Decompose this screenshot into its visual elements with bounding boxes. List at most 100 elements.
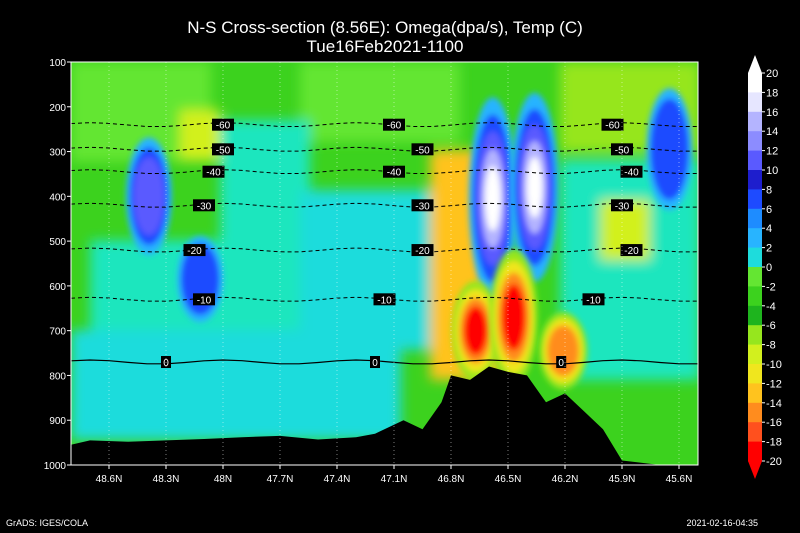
omega-core	[489, 249, 538, 385]
colorbar-tick-label: -14	[766, 398, 782, 410]
temperature-label: 0	[558, 358, 564, 369]
omega-background-field	[71, 62, 698, 440]
temperature-label-bg	[556, 356, 567, 369]
temperature-label-bg	[411, 199, 434, 212]
x-tick-label: 48N	[214, 474, 232, 485]
omega-band	[501, 284, 526, 351]
y-tick-label: 100	[49, 58, 66, 69]
temperature-label: -20	[187, 246, 202, 257]
x-tick-label: 46.2N	[552, 474, 579, 485]
temperature-label: -40	[387, 168, 402, 179]
omega-band	[463, 306, 488, 356]
temperature-label-bg	[611, 143, 633, 156]
temperature-label: -10	[197, 295, 212, 306]
colorbar-segment	[748, 441, 762, 462]
colorbar-tick-label: -18	[766, 437, 782, 449]
colorbar-tick-label: 16	[766, 107, 778, 119]
x-tick-label: 46.5N	[495, 474, 522, 485]
temperature-label-bg	[193, 293, 215, 306]
x-tick-label: 45.6N	[666, 474, 693, 485]
colorbar-tick-label: 20	[766, 68, 778, 80]
omega-band	[650, 98, 689, 200]
x-tick-label: 46.8N	[438, 474, 465, 485]
colorbar-tick-label: 12	[766, 146, 778, 158]
chart-title: N-S Cross-section (8.56E): Omega(dpa/s),…	[187, 18, 583, 37]
temperature-label-bg	[620, 165, 643, 178]
x-tick-label: 47.4N	[324, 474, 351, 485]
footer-credit: GrADS: IGES/COLA	[6, 518, 89, 528]
colorbar: 20181614121086420-2-4-6-8-10-12-14-16-18…	[748, 55, 782, 479]
temperature-label: -60	[605, 121, 620, 132]
colorbar-segment	[748, 247, 762, 268]
colorbar-tick-label: -16	[766, 417, 782, 429]
y-tick-label: 900	[49, 416, 66, 427]
colorbar-tick-label: -2	[766, 281, 776, 293]
temperature-contours: -60 -60 -60-50 -50 -50-40 -40 -40-30 -30 -30-20-…	[71, 118, 698, 369]
colorbar-segment	[748, 208, 762, 229]
temperature-label: -30	[415, 201, 430, 212]
x-tick-label: 48.6N	[96, 474, 123, 485]
omega-cell	[220, 120, 310, 360]
colorbar-tick-label: -6	[766, 320, 776, 332]
y-axis: 100 200 300 400 500 600 700 800 900 1000	[44, 58, 71, 472]
temperature-label-bg	[411, 143, 434, 156]
omega-band	[133, 157, 165, 236]
temperature-label-bg	[202, 165, 225, 178]
colorbar-min-arrow	[748, 461, 762, 479]
colorbar-segment	[748, 305, 762, 326]
colorbar-segment	[748, 344, 762, 365]
colorbar-tick-label: 14	[766, 126, 778, 138]
chart-subtitle: Tue16Feb2021-1100	[307, 37, 464, 56]
colorbar-segment	[748, 73, 762, 93]
omega-core	[125, 137, 172, 256]
temperature-label: 0	[163, 358, 169, 369]
x-tick-label: 45.9N	[609, 474, 636, 485]
colorbar-segment	[748, 364, 762, 384]
y-tick-label: 400	[49, 192, 66, 203]
colorbar-tick-label: -8	[766, 340, 776, 352]
colorbar-tick-label: -12	[766, 378, 782, 390]
temperature-label-bg	[183, 244, 206, 257]
y-tick-label: 700	[49, 327, 66, 338]
temperature-label: -20	[624, 246, 639, 257]
omega-cell	[300, 62, 460, 142]
temperature-label: -50	[415, 145, 430, 156]
x-axis: 48.6N 48.3N 48N 47.7N 47.4N 47.1N 46.8N 46.5N 46…	[96, 465, 693, 485]
colorbar-segment	[748, 422, 762, 443]
colorbar-tick-label: 10	[766, 165, 778, 177]
omega-cell	[71, 330, 401, 440]
y-tick-label: 1000	[44, 461, 67, 472]
colorbar-segment	[748, 402, 762, 423]
y-tick-label: 500	[49, 237, 66, 248]
temperature-label-bg	[611, 199, 633, 212]
colorbar-tick-label: 6	[766, 204, 772, 216]
temperature-label: 0	[372, 358, 378, 369]
temperature-label-bg	[370, 356, 380, 369]
omega-cell	[300, 190, 440, 350]
omega-band	[526, 157, 543, 218]
colorbar-segment	[748, 111, 762, 132]
colorbar-tick-label: -10	[766, 359, 782, 371]
y-tick-label: 800	[49, 371, 66, 382]
x-tick-label: 47.1N	[381, 474, 408, 485]
colorbar-segment	[748, 286, 762, 307]
temperature-label: -30	[197, 201, 212, 212]
colorbar-segment	[748, 150, 762, 171]
temperature-label-bg	[620, 244, 643, 257]
colorbar-segment	[748, 170, 762, 190]
colorbar-segment	[748, 131, 762, 152]
y-tick-label: 300	[49, 148, 66, 159]
temperature-label: -10	[586, 295, 601, 306]
colorbar-max-arrow	[748, 55, 762, 73]
temperature-label-bg	[193, 199, 215, 212]
colorbar-tick-label: 8	[766, 184, 772, 196]
y-tick-label: 600	[49, 282, 66, 293]
temperature-line	[71, 359, 698, 365]
colorbar-segment	[748, 383, 762, 404]
colorbar-segment	[748, 92, 762, 113]
temperature-label-bg	[212, 118, 234, 131]
colorbar-segment	[748, 325, 762, 346]
colorbar-segment	[748, 228, 762, 249]
temperature-label-bg	[582, 293, 605, 306]
